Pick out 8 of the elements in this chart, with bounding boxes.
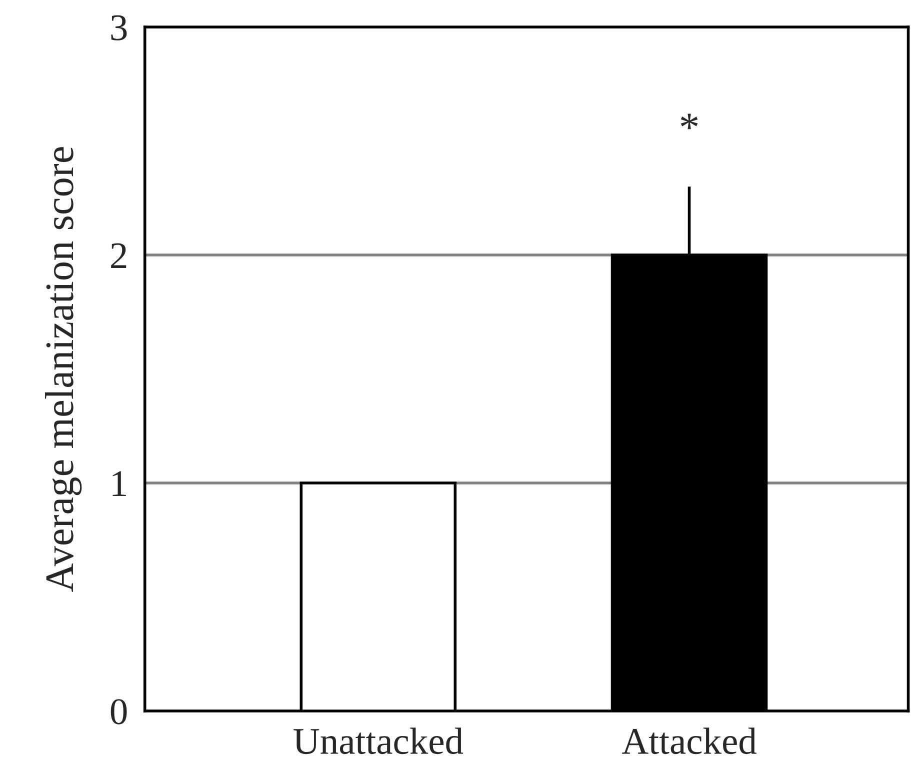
x-tick-label: Unattacked bbox=[294, 728, 464, 754]
x-tick-label: Attacked bbox=[622, 728, 756, 754]
y-axis-title: Average melanization score bbox=[45, 147, 82, 592]
y-tick-label: 3 bbox=[111, 15, 127, 40]
y-tick-label: 2 bbox=[111, 243, 126, 268]
y-tick-label: 1 bbox=[112, 471, 126, 496]
annotation: * bbox=[680, 114, 698, 130]
y-tick-label: 0 bbox=[110, 699, 127, 724]
